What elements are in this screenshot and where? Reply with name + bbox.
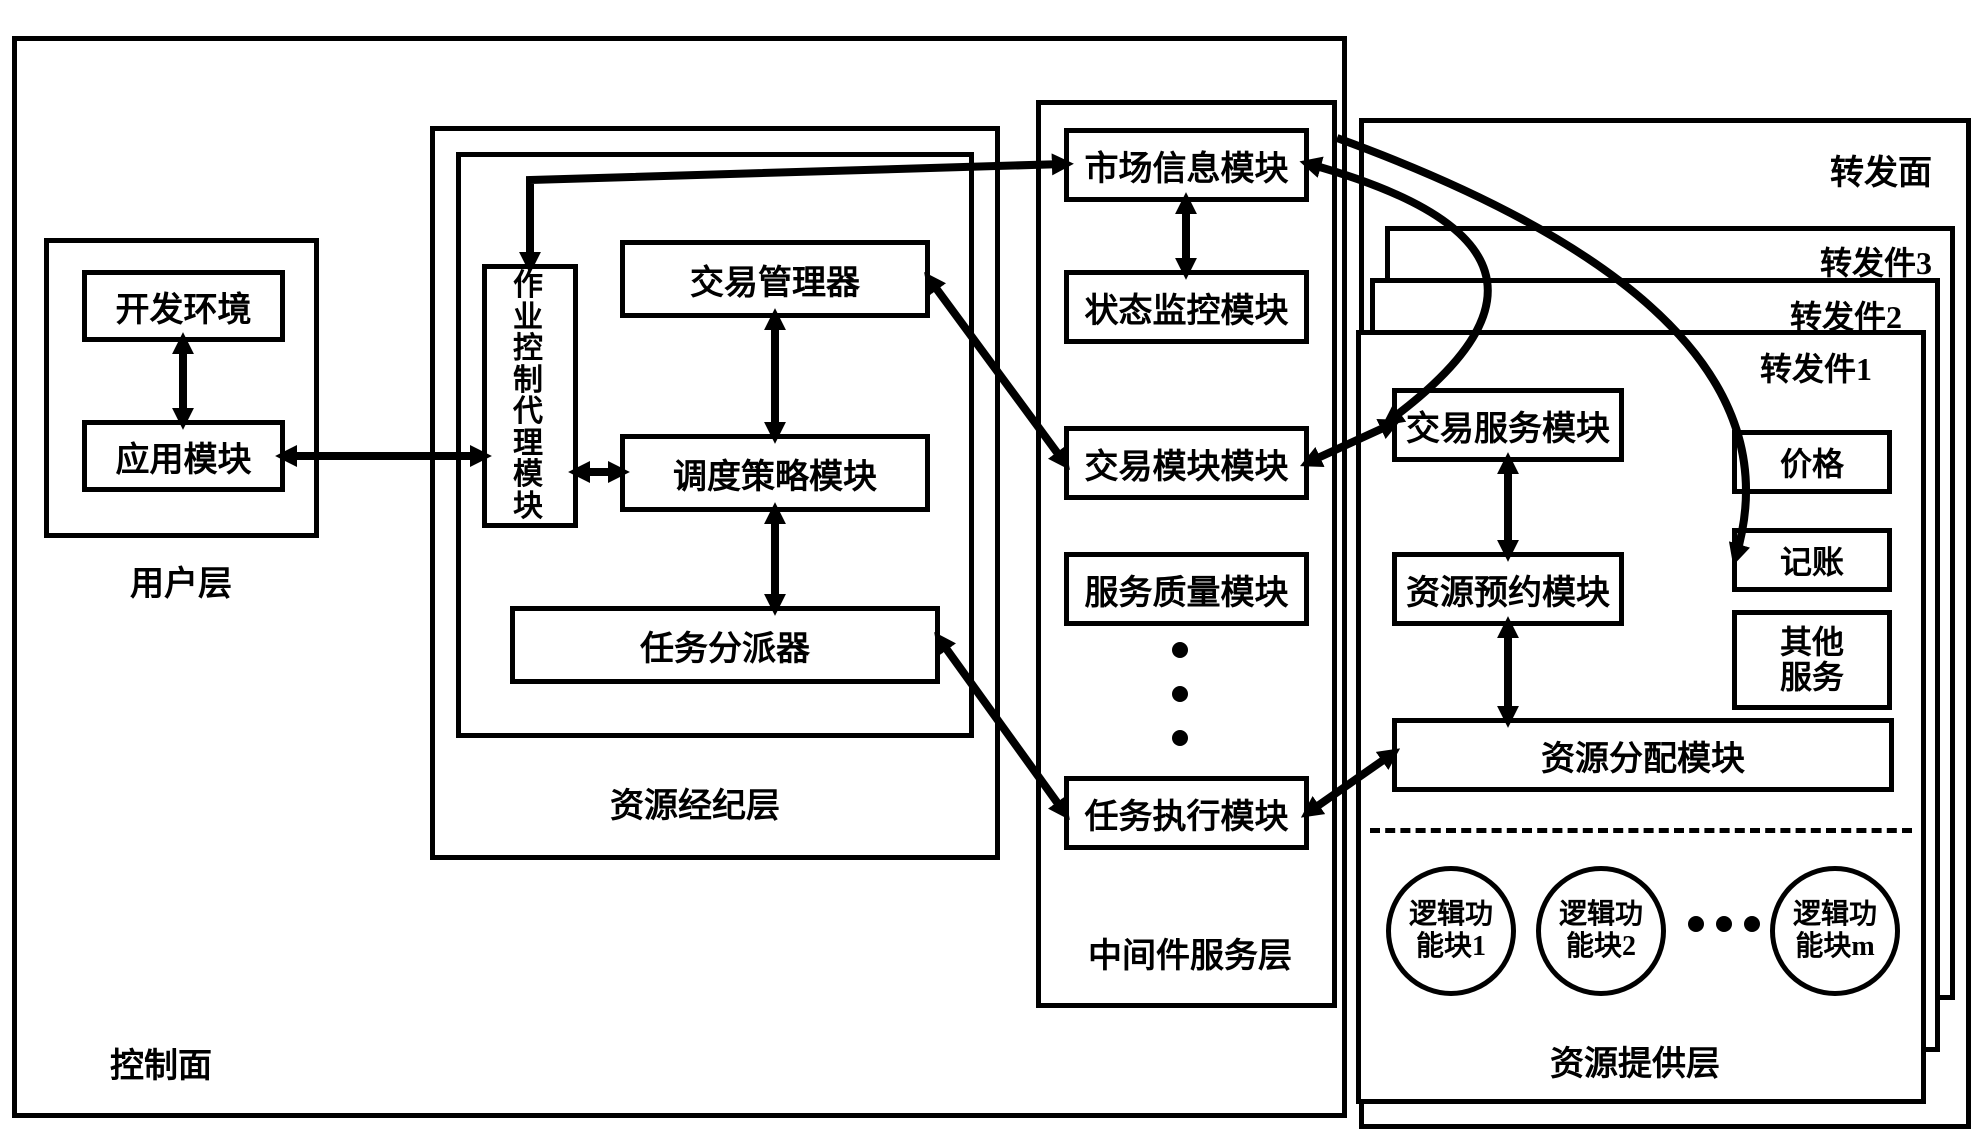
control-plane-label: 控制面: [110, 1038, 212, 1087]
broker-layer-label: 资源经纪层: [610, 778, 780, 827]
job-agent-label: 作 业 控 制 代 理 模 块: [513, 270, 547, 522]
dashed-divider: [1370, 828, 1912, 833]
app-module-box: 应用模块: [82, 420, 285, 492]
account-box: 记账: [1732, 528, 1892, 592]
provider-layer-label: 资源提供层: [1550, 1036, 1720, 1085]
forwarder-1-label: 转发件1: [1760, 344, 1872, 390]
forward-plane-label: 转发面: [1830, 145, 1932, 194]
user-layer-label: 用户层: [130, 556, 232, 605]
job-agent-box: 作 业 控 制 代 理 模 块: [482, 264, 578, 528]
diagram-canvas: { "fontsize": 34, "planes": { "control":…: [0, 0, 1981, 1133]
sched-policy-box: 调度策略模块: [620, 434, 930, 512]
state-monitor-box: 状态监控模块: [1064, 270, 1309, 344]
middleware-layer-label: 中间件服务层: [1088, 928, 1292, 977]
logic-block-2: 逻辑功 能块2: [1536, 866, 1666, 996]
price-box: 价格: [1732, 430, 1892, 494]
logic-block-m: 逻辑功 能块m: [1770, 866, 1900, 996]
tx-service-box: 交易服务模块: [1392, 388, 1624, 462]
market-info-box: 市场信息模块: [1064, 128, 1309, 202]
tx-manager-box: 交易管理器: [620, 240, 930, 318]
other-svc-box: 其他 服务: [1732, 610, 1892, 710]
logic-block-1: 逻辑功 能块1: [1386, 866, 1516, 996]
task-exec-box: 任务执行模块: [1064, 776, 1309, 850]
res-alloc-box: 资源分配模块: [1392, 718, 1894, 792]
tx-module-box: 交易模块模块: [1064, 426, 1309, 500]
qos-box: 服务质量模块: [1064, 552, 1309, 626]
task-dispatch-box: 任务分派器: [510, 606, 940, 684]
res-reserve-box: 资源预约模块: [1392, 552, 1624, 626]
dev-env-box: 开发环境: [82, 270, 285, 342]
